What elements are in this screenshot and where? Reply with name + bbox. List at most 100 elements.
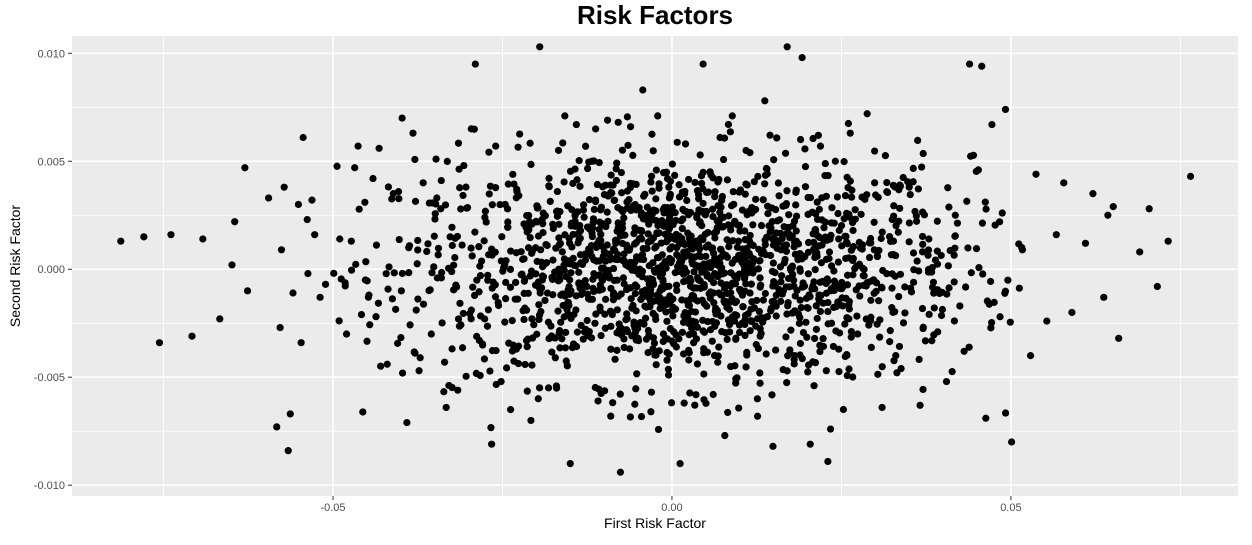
data-point — [967, 152, 975, 160]
data-point — [618, 256, 627, 264]
data-point — [703, 188, 711, 197]
data-point — [839, 405, 848, 414]
data-point — [814, 131, 822, 139]
data-point — [783, 310, 791, 318]
data-point — [889, 181, 898, 189]
data-point — [787, 326, 795, 334]
data-point — [946, 246, 954, 255]
data-point — [842, 232, 850, 240]
data-point — [576, 182, 584, 190]
data-point — [509, 170, 517, 178]
data-point — [649, 345, 657, 353]
data-point — [526, 139, 534, 147]
data-point — [881, 152, 890, 160]
data-point — [845, 210, 853, 218]
data-point — [742, 146, 750, 155]
data-point — [666, 234, 674, 242]
data-point — [846, 129, 854, 137]
data-point — [355, 205, 363, 213]
data-point — [827, 231, 835, 239]
data-point — [925, 310, 933, 319]
data-point — [791, 292, 799, 300]
data-point — [304, 269, 312, 278]
data-point — [595, 257, 604, 265]
data-point — [804, 270, 812, 278]
data-point — [462, 372, 470, 380]
data-point — [502, 278, 510, 287]
data-point — [517, 271, 525, 279]
data-point — [448, 345, 456, 353]
data-point — [663, 317, 671, 325]
data-point — [537, 285, 545, 293]
data-point — [711, 188, 719, 196]
data-point — [909, 164, 917, 173]
data-point — [231, 218, 239, 226]
data-point — [571, 212, 579, 220]
data-point — [912, 212, 920, 220]
x-tick-label: 0.05 — [1000, 502, 1021, 514]
data-point — [749, 221, 757, 229]
data-point — [711, 269, 719, 278]
data-point — [651, 244, 659, 252]
data-point — [571, 217, 579, 225]
data-point — [600, 190, 609, 199]
data-point — [1043, 317, 1051, 325]
data-point — [362, 258, 370, 266]
data-point — [467, 306, 475, 314]
data-point — [539, 209, 547, 217]
data-point — [428, 269, 436, 277]
data-point — [596, 286, 604, 294]
data-point — [286, 410, 294, 418]
data-point — [671, 209, 679, 217]
data-point — [264, 194, 273, 202]
data-point — [752, 195, 760, 203]
data-point — [972, 167, 980, 176]
data-point — [761, 180, 769, 188]
data-point — [528, 247, 537, 255]
data-point — [667, 399, 676, 407]
data-point — [754, 265, 763, 273]
data-point — [769, 235, 777, 243]
data-point — [485, 190, 493, 198]
data-point — [919, 324, 927, 333]
data-point — [965, 343, 973, 351]
data-point — [654, 425, 663, 434]
data-point — [918, 163, 926, 171]
data-point — [276, 323, 284, 332]
data-point — [798, 355, 806, 363]
data-point — [834, 209, 842, 218]
data-point — [665, 299, 673, 307]
data-point — [956, 302, 964, 310]
data-point — [708, 205, 717, 213]
data-point — [732, 273, 740, 281]
data-point — [569, 254, 577, 262]
data-point — [828, 284, 836, 292]
data-point — [697, 179, 706, 188]
data-point — [588, 252, 596, 260]
data-point — [697, 234, 705, 242]
data-point — [826, 425, 835, 433]
data-point — [741, 227, 749, 235]
data-point — [414, 236, 422, 245]
data-point — [463, 203, 472, 212]
data-point — [502, 295, 510, 303]
data-point — [603, 241, 611, 249]
data-point — [834, 258, 842, 266]
data-point — [779, 287, 787, 295]
data-point — [700, 300, 709, 308]
data-point — [843, 240, 851, 248]
data-point — [709, 390, 717, 399]
data-point — [695, 195, 703, 203]
data-point — [948, 368, 956, 376]
data-point — [883, 178, 891, 187]
data-point — [822, 289, 831, 297]
data-point — [930, 331, 938, 339]
data-point — [507, 406, 515, 414]
data-point — [986, 277, 995, 286]
data-point — [785, 211, 793, 219]
data-point — [835, 235, 843, 243]
data-point — [684, 175, 693, 184]
data-point — [590, 270, 598, 278]
data-point — [849, 226, 857, 235]
